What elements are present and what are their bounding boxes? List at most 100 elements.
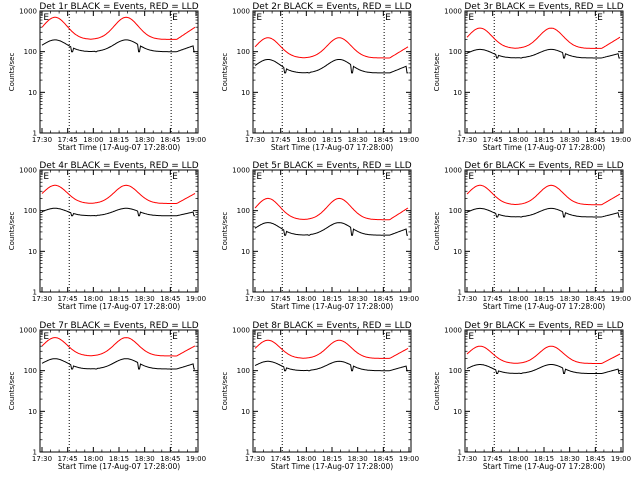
eclipse-marker: E (597, 332, 603, 342)
x-tick-label: 18:00 (296, 455, 316, 463)
x-tick-label: 18:45 (160, 455, 180, 463)
x-tick-label: 17:45 (271, 136, 291, 144)
plot-frame (252, 329, 412, 453)
x-tick-label: 18:15 (109, 295, 129, 303)
y-tick-label: 100 (24, 48, 37, 56)
y-tick-label: 100 (24, 367, 37, 375)
x-tick-label: 18:30 (348, 455, 368, 463)
eclipse-marker: E (597, 13, 603, 23)
series-lld-line (466, 27, 621, 49)
y-tick-label: 10 (28, 89, 37, 97)
x-tick-label: 17:30 (457, 455, 477, 463)
series-events-line (466, 364, 620, 374)
eclipse-marker: E (43, 172, 49, 182)
x-tick-label: 19:00 (186, 455, 206, 463)
eclipse-marker: E (256, 332, 262, 342)
x-tick-label: 18:45 (160, 295, 180, 303)
x-tick-label: 18:00 (296, 136, 316, 144)
x-axis-label: Start Time (17-Aug-07 17:28:00) (271, 302, 393, 311)
y-tick-label: 1000 (232, 8, 250, 16)
panel-title: Det 3r BLACK = Events, RED = LLD (464, 2, 623, 12)
x-tick-label: 19:00 (186, 136, 206, 144)
panel-det3: Det 3r BLACK = Events, RED = LLD 1 10 100 10… (433, 2, 631, 152)
eclipse-marker: E (172, 332, 178, 342)
x-tick-label: 17:45 (58, 295, 78, 303)
y-tick-label: 1 (458, 449, 462, 457)
x-tick-label: 17:30 (245, 136, 265, 144)
x-tick-label: 18:45 (373, 295, 393, 303)
series-events-line (254, 222, 408, 236)
y-tick-label: 1 (246, 289, 250, 297)
y-tick-label: 10 (28, 248, 37, 256)
x-tick-label: 19:00 (611, 295, 631, 303)
y-tick-label: 100 (24, 207, 37, 215)
x-axis-label: Start Time (17-Aug-07 17:28:00) (483, 462, 605, 471)
panel-title: Det 2r BLACK = Events, RED = LLD (252, 2, 411, 12)
x-tick-label: 18:15 (322, 455, 342, 463)
panel-det8: Det 8r BLACK = Events, RED = LLD 1 10 100 10… (221, 321, 419, 471)
x-tick-label: 17:30 (32, 455, 52, 463)
eclipse-marker: E (172, 13, 178, 23)
x-tick-label: 17:30 (32, 295, 52, 303)
eclipse-marker: E (385, 332, 391, 342)
series-lld-line (254, 197, 409, 221)
x-tick-label: 18:30 (135, 455, 155, 463)
series-events-line (466, 207, 620, 218)
eclipse-marker: E (256, 13, 262, 23)
x-tick-label: 18:00 (83, 455, 103, 463)
eclipse-marker: E (385, 13, 391, 23)
panel-title: Det 9r BLACK = Events, RED = LLD (464, 321, 623, 331)
panel-title: Det 6r BLACK = Events, RED = LLD (464, 161, 623, 171)
y-tick-label: 10 (28, 408, 37, 416)
y-tick-label: 1 (246, 130, 250, 138)
y-axis-label: Counts/sec (221, 372, 229, 411)
x-tick-label: 18:30 (560, 455, 580, 463)
x-tick-label: 18:15 (534, 295, 554, 303)
panel-title: Det 7r BLACK = Events, RED = LLD (39, 321, 198, 331)
y-tick-label: 100 (237, 207, 250, 215)
y-tick-label: 1 (458, 130, 462, 138)
x-tick-label: 17:45 (483, 295, 503, 303)
y-tick-label: 1000 (19, 8, 37, 16)
x-tick-label: 18:00 (83, 295, 103, 303)
y-axis-label: Counts/sec (433, 212, 441, 251)
plot-frame (39, 10, 199, 134)
plot-frame (464, 10, 624, 134)
x-tick-label: 18:45 (160, 136, 180, 144)
y-axis-label: Counts/sec (433, 372, 441, 411)
panel-det7: Det 7r BLACK = Events, RED = LLD 1 10 100 10… (8, 321, 206, 471)
x-tick-label: 18:30 (135, 295, 155, 303)
x-tick-label: 19:00 (399, 295, 419, 303)
x-axis-label: Start Time (17-Aug-07 17:28:00) (58, 143, 180, 152)
x-tick-label: 19:00 (611, 455, 631, 463)
plot-frame (252, 10, 412, 134)
x-tick-label: 18:00 (508, 295, 528, 303)
series-events-line (41, 39, 195, 53)
x-tick-label: 18:45 (585, 136, 605, 144)
eclipse-marker: E (468, 332, 474, 342)
x-axis-label: Start Time (17-Aug-07 17:28:00) (483, 143, 605, 152)
y-tick-label: 10 (241, 248, 250, 256)
x-tick-label: 18:45 (373, 455, 393, 463)
series-lld-line (466, 345, 621, 364)
x-tick-label: 18:15 (322, 136, 342, 144)
panel-det5: Det 5r BLACK = Events, RED = LLD 1 10 100 10… (221, 161, 419, 311)
x-tick-label: 19:00 (399, 455, 419, 463)
x-tick-label: 18:00 (83, 136, 103, 144)
x-axis-label: Start Time (17-Aug-07 17:28:00) (483, 302, 605, 311)
x-tick-label: 18:15 (534, 455, 554, 463)
y-axis-label: Counts/sec (221, 212, 229, 251)
series-lld-line (41, 16, 196, 40)
x-axis-label: Start Time (17-Aug-07 17:28:00) (58, 462, 180, 471)
y-axis-label: Counts/sec (8, 53, 16, 92)
y-tick-label: 1000 (232, 167, 250, 175)
y-tick-label: 10 (241, 89, 250, 97)
x-tick-label: 18:30 (348, 136, 368, 144)
x-tick-label: 19:00 (399, 136, 419, 144)
y-tick-label: 1000 (19, 327, 37, 335)
x-tick-label: 18:30 (135, 136, 155, 144)
y-axis-label: Counts/sec (8, 372, 16, 411)
x-tick-label: 18:15 (534, 136, 554, 144)
x-tick-label: 17:30 (457, 136, 477, 144)
y-tick-label: 10 (453, 248, 462, 256)
